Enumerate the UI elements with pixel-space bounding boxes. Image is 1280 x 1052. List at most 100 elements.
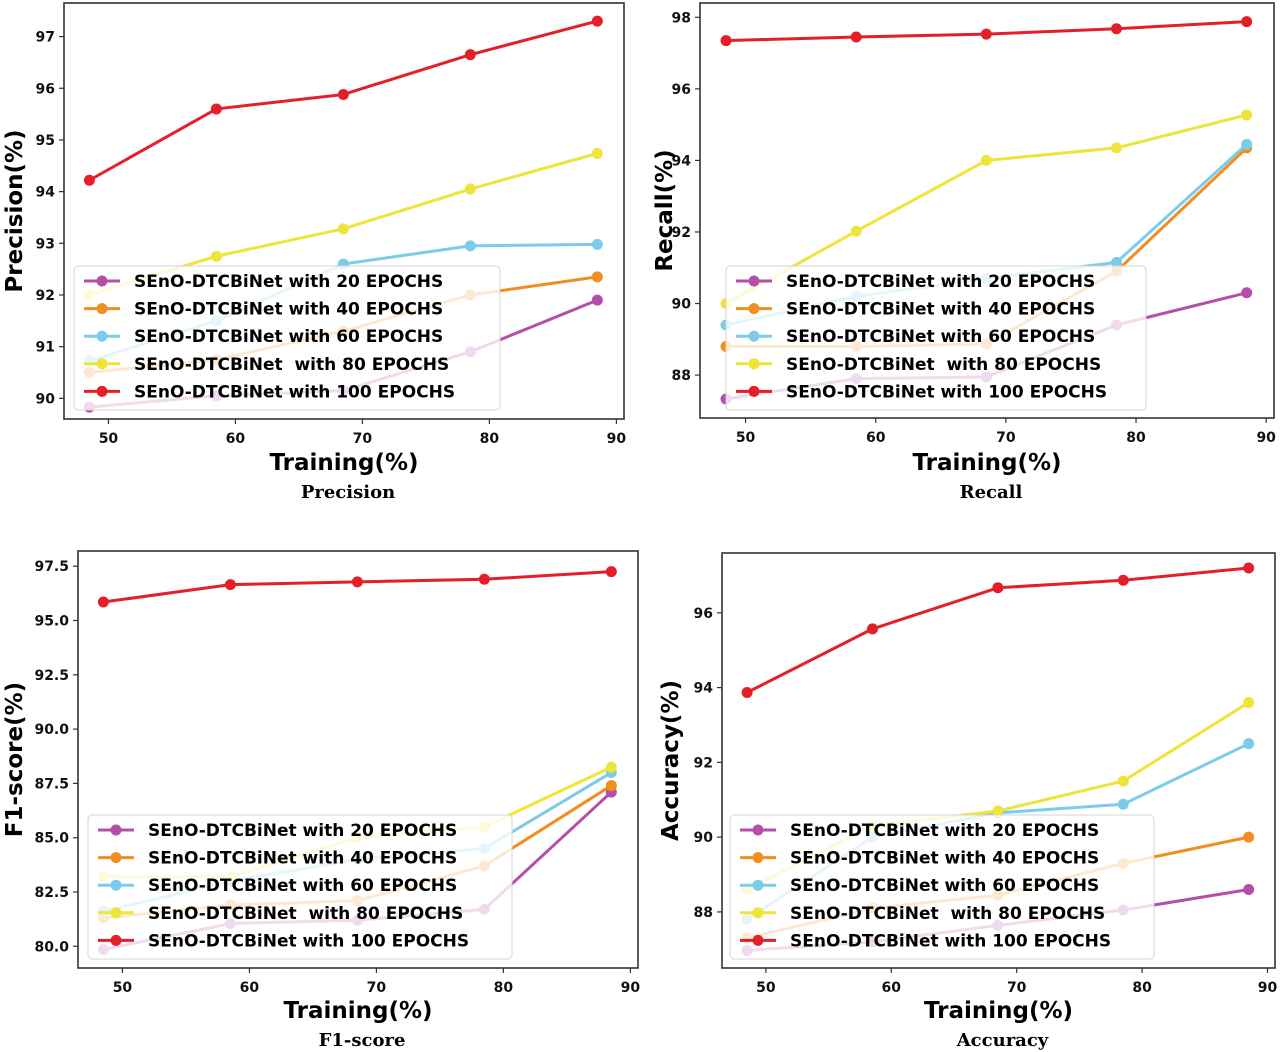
data-point	[210, 103, 222, 115]
y-tick-label: 97.5	[34, 559, 69, 575]
data-point	[1243, 831, 1255, 843]
y-tick-label: 90.0	[34, 722, 69, 738]
panel-caption: F1-score	[319, 1030, 406, 1051]
y-tick-label: 92	[694, 755, 713, 771]
data-point	[1241, 138, 1253, 150]
legend-box	[725, 265, 1147, 411]
data-point	[850, 31, 862, 43]
data-point	[337, 88, 349, 100]
chart-panel-precision: 50 60 70 80 90 90 91 92 93 94 95 96 97 Training(%) Pre…	[2, 2, 626, 503]
data-point	[1243, 738, 1255, 750]
x-tick-label: 50	[99, 431, 119, 447]
legend-swatch-marker	[748, 303, 760, 315]
y-tick-label: 92	[36, 288, 55, 304]
data-point	[83, 174, 95, 186]
legend-label: SEnO-DTCBiNet with 60 EPOCHS	[148, 876, 457, 896]
legend: SEnO-DTCBiNet with 20 EPOCHS SEnO-DTCBiNe…	[87, 814, 513, 960]
y-tick-label: 91	[36, 340, 55, 356]
x-axis-label: Training(%)	[269, 450, 418, 476]
legend-swatch-marker	[752, 934, 764, 946]
data-point	[1111, 142, 1123, 154]
x-tick-label: 80	[480, 431, 500, 447]
legend-item: SEnO-DTCBiNet with 40 EPOCHS	[98, 849, 457, 869]
series-5	[741, 562, 1255, 698]
data-point	[1117, 574, 1129, 586]
panel-caption: Recall	[960, 482, 1023, 503]
legend-label: SEnO-DTCBiNet with 80 EPOCHS	[790, 904, 1105, 924]
legend: SEnO-DTCBiNet with 20 EPOCHS SEnO-DTCBiNe…	[725, 265, 1147, 411]
data-point	[992, 582, 1004, 594]
legend-swatch-marker	[110, 879, 122, 891]
y-tick-label: 96	[694, 606, 713, 622]
legend-label: SEnO-DTCBiNet with 60 EPOCHS	[134, 327, 443, 347]
x-tick-label: 80	[1132, 980, 1152, 996]
y-tick-label: 92	[672, 225, 691, 241]
data-point	[591, 15, 603, 27]
data-point	[337, 223, 349, 235]
y-tick-label: 87.5	[34, 776, 69, 792]
legend-swatch-marker	[96, 275, 108, 287]
chart-panel-f1-score: 50 60 70 80 90 80.0 82.5 85.0 87.5 90.0 92.5 95.0 97…	[2, 550, 640, 1051]
legend-label: SEnO-DTCBiNet with 40 EPOCHS	[786, 300, 1095, 320]
y-tick-label: 95.0	[34, 614, 69, 630]
x-tick-label: 60	[882, 980, 902, 996]
chart-panel-accuracy: 50 60 70 80 90 88 90 92 94 96 Training(%) Accuracy(…	[658, 552, 1278, 1051]
legend-item: SEnO-DTCBiNet with 80 EPOCHS	[98, 904, 463, 924]
legend-swatch-marker	[96, 330, 108, 342]
data-point	[720, 35, 732, 47]
series-5	[97, 566, 617, 608]
data-point	[605, 566, 617, 578]
data-point	[1241, 287, 1253, 299]
legend-label: SEnO-DTCBiNet with 20 EPOCHS	[786, 272, 1095, 292]
legend: SEnO-DTCBiNet with 20 EPOCHS SEnO-DTCBiNe…	[73, 265, 501, 411]
legend: SEnO-DTCBiNet with 20 EPOCHS SEnO-DTCBiNe…	[729, 814, 1155, 960]
x-tick-label: 90	[1258, 980, 1278, 996]
y-tick-label: 90	[36, 391, 56, 407]
x-tick-label: 80	[1126, 430, 1146, 446]
y-tick-label: 94	[672, 153, 692, 169]
data-point	[1241, 109, 1253, 121]
legend-item: SEnO-DTCBiNet with 100 EPOCHS	[84, 382, 455, 402]
data-point	[992, 805, 1004, 817]
legend-item: SEnO-DTCBiNet with 20 EPOCHS	[740, 821, 1099, 841]
legend-swatch-marker	[96, 385, 108, 397]
data-point	[605, 780, 617, 792]
legend-box	[87, 814, 513, 960]
data-point	[741, 686, 753, 698]
legend-swatch-marker	[110, 824, 122, 836]
legend-swatch-marker	[96, 303, 108, 315]
x-axis-label: Training(%)	[912, 450, 1061, 476]
legend-label: SEnO-DTCBiNet with 20 EPOCHS	[148, 821, 457, 841]
data-point	[591, 147, 603, 159]
x-tick-label: 90	[1256, 430, 1276, 446]
legend-item: SEnO-DTCBiNet with 80 EPOCHS	[84, 355, 449, 375]
legend-item: SEnO-DTCBiNet with 100 EPOCHS	[736, 382, 1107, 402]
y-tick-label: 96	[672, 82, 691, 98]
y-tick-label: 94	[694, 681, 714, 697]
legend-label: SEnO-DTCBiNet with 80 EPOCHS	[786, 355, 1101, 375]
data-point	[866, 623, 878, 635]
legend-item: SEnO-DTCBiNet with 60 EPOCHS	[84, 327, 443, 347]
legend-label: SEnO-DTCBiNet with 20 EPOCHS	[134, 272, 443, 292]
y-tick-label: 88	[672, 368, 691, 384]
x-axis-label: Training(%)	[924, 998, 1073, 1024]
y-tick-label: 95	[36, 133, 55, 149]
chart-panel-recall: 50 60 70 80 90 88 90 92 94 96 98 Training(%) Recall(…	[652, 2, 1276, 503]
y-tick-label: 82.5	[34, 885, 69, 901]
x-axis-label: Training(%)	[283, 998, 432, 1024]
legend-swatch-marker	[96, 358, 108, 370]
data-point	[605, 761, 617, 773]
legend-item: SEnO-DTCBiNet with 40 EPOCHS	[736, 300, 1095, 320]
y-tick-label: 90	[672, 297, 692, 313]
data-point	[1117, 775, 1129, 787]
y-tick-label: 93	[36, 236, 55, 252]
x-tick-label: 70	[1007, 980, 1027, 996]
x-tick-label: 60	[866, 430, 886, 446]
legend-label: SEnO-DTCBiNet with 100 EPOCHS	[786, 382, 1107, 402]
panel-caption: Precision	[301, 482, 395, 503]
x-tick-label: 60	[226, 431, 246, 447]
data-point	[1241, 16, 1253, 28]
legend-label: SEnO-DTCBiNet with 60 EPOCHS	[786, 327, 1095, 347]
y-tick-label: 94	[36, 185, 56, 201]
data-point	[224, 579, 236, 591]
